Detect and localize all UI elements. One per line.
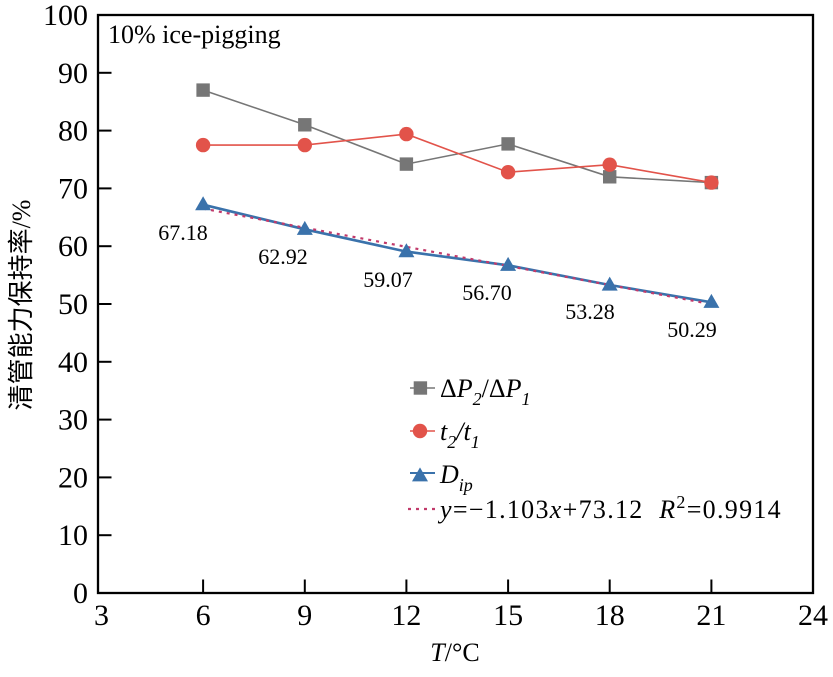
- svg-text:21: 21: [696, 599, 726, 632]
- svg-text:67.18: 67.18: [158, 220, 208, 245]
- svg-text:y=−1.103x+73.12 R2=0.9914: y=−1.103x+73.12 R2=0.9914: [437, 492, 782, 524]
- svg-text:6: 6: [196, 599, 211, 632]
- svg-text:0: 0: [73, 577, 88, 610]
- svg-text:9: 9: [297, 599, 312, 632]
- svg-text:56.70: 56.70: [462, 280, 512, 305]
- svg-text:80: 80: [58, 115, 88, 148]
- svg-text:60: 60: [58, 230, 88, 263]
- svg-text:Dip: Dip: [439, 460, 473, 495]
- svg-text:15: 15: [493, 599, 523, 632]
- svg-text:T/°C: T/°C: [430, 638, 479, 667]
- svg-text:18: 18: [595, 599, 625, 632]
- svg-text:53.28: 53.28: [565, 299, 615, 324]
- svg-text:59.07: 59.07: [363, 267, 413, 292]
- svg-text:t2/t1: t2/t1: [440, 417, 480, 452]
- svg-text:3: 3: [94, 599, 109, 632]
- svg-text:12: 12: [391, 599, 421, 632]
- svg-text:30: 30: [58, 404, 88, 437]
- svg-text:62.92: 62.92: [258, 244, 308, 269]
- svg-text:24: 24: [798, 599, 828, 632]
- svg-text:10: 10: [58, 519, 88, 552]
- svg-text:70: 70: [58, 172, 88, 205]
- svg-text:100: 100: [43, 0, 88, 32]
- svg-text:清管能力保持率/%: 清管能力保持率/%: [7, 200, 36, 411]
- svg-text:90: 90: [58, 57, 88, 90]
- svg-text:20: 20: [58, 461, 88, 494]
- svg-text:40: 40: [58, 346, 88, 379]
- svg-text:10% ice-pigging: 10% ice-pigging: [108, 20, 281, 49]
- svg-text:ΔP2/ΔP1: ΔP2/ΔP1: [440, 374, 530, 409]
- svg-text:50.29: 50.29: [667, 317, 717, 342]
- svg-text:50: 50: [58, 288, 88, 321]
